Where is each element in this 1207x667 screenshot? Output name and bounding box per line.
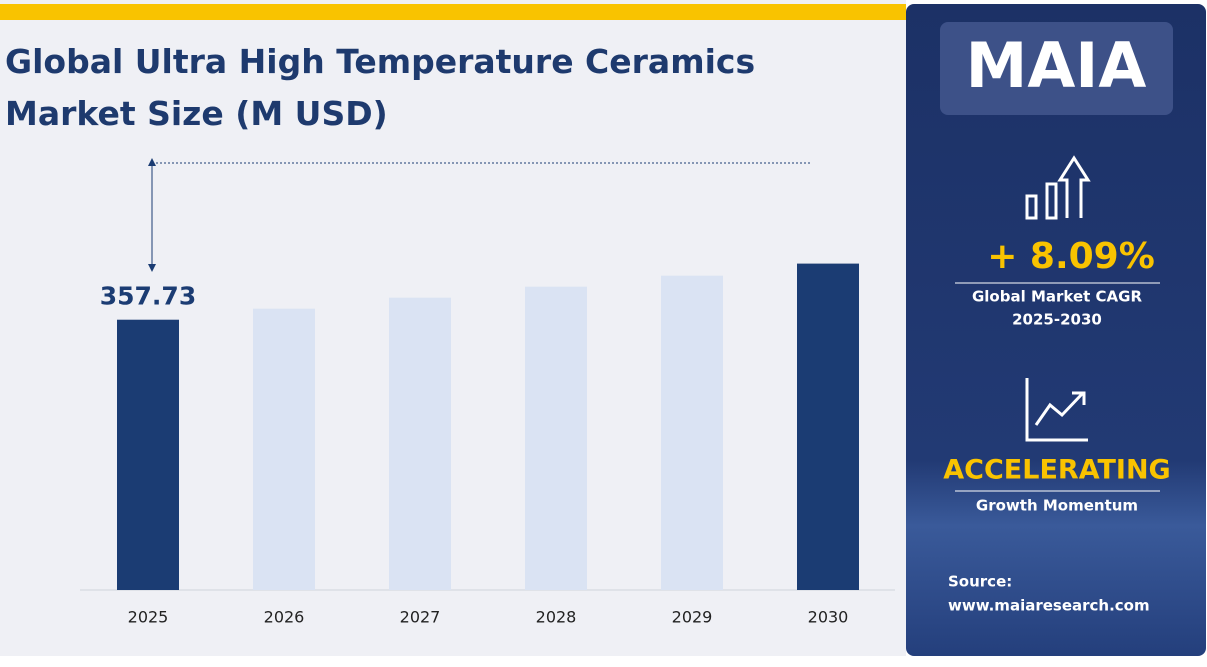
bar [389,297,451,590]
source-label: Source: [948,573,1012,591]
bar [797,263,859,590]
cagr-label: Global Market CAGR [972,288,1142,306]
value-label: 357.73 [100,282,196,311]
growth-icon [1025,155,1091,220]
x-tick-label: 2030 [808,608,849,627]
brand-box [940,22,1173,115]
chart-title: Global Ultra High Temperature Ceramics M… [5,42,756,133]
accent-bar [0,4,906,20]
momentum-label: Growth Momentum [976,497,1138,515]
bar [525,286,587,590]
x-tick-label: 2028 [536,608,577,627]
cagr: + 8.09% [987,236,1155,277]
bar [253,308,315,590]
x-tick-label: 2025 [128,608,169,627]
x-tick-label: 2027 [400,608,441,627]
x-tick-label: 2029 [672,608,713,627]
trend-icon [1025,378,1088,442]
bar [117,319,179,590]
x-tick-label: 2026 [264,608,305,627]
cagr-period: 2025-2030 [1012,311,1102,329]
source-url: www.maiaresearch.com [948,597,1150,615]
brand: MAIA [966,29,1147,102]
bar [661,275,723,590]
momentum: ACCELERATING [943,455,1170,486]
